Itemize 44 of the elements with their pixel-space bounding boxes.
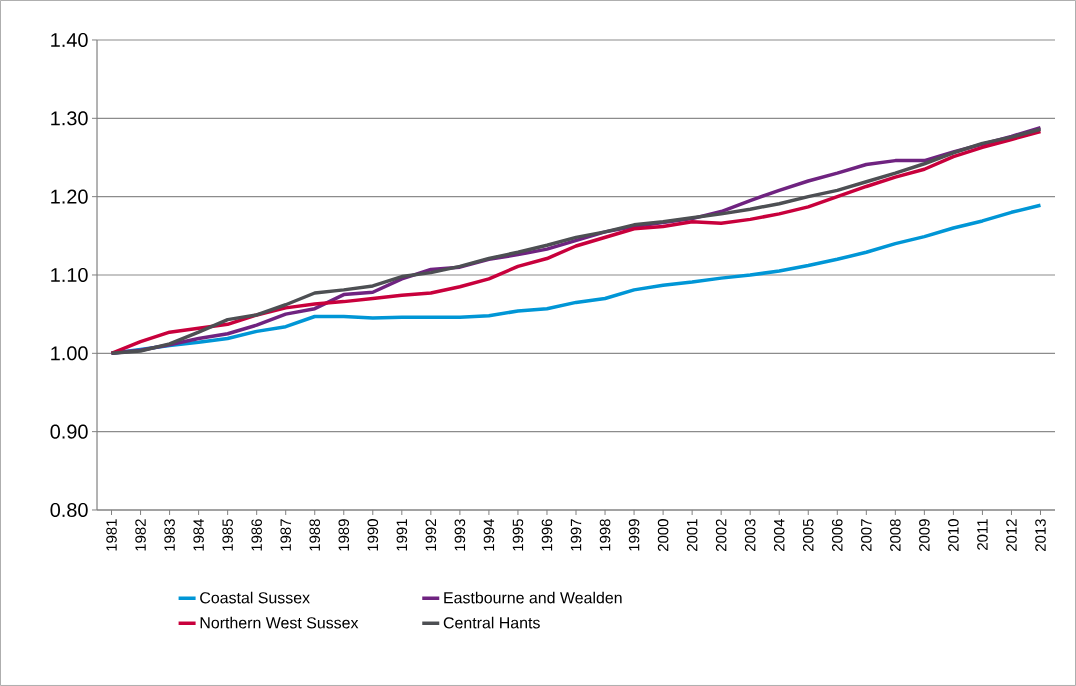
x-tick-label: 1986 [251,519,262,551]
x-tick-label: 2001 [686,519,698,551]
x-tick-label: 2012 [1006,519,1017,551]
x-tick-label: 1995 [512,519,524,551]
x-tick-label: 1996 [541,519,553,551]
x-tick-label: 1998 [599,519,611,551]
x-tick-label: 1981 [106,519,117,551]
legend-label: Coastal Sussex [200,591,310,604]
y-tick-label: 1.10 [51,267,88,283]
x-tick-label: 1984 [193,518,204,551]
x-tick-label: 1985 [222,519,233,551]
x-tick-label: 2011 [977,519,988,550]
x-tick-label: 2007 [861,519,872,551]
x-tick-label: 1989 [338,519,350,551]
legend-label: Eastbourne and Wealden [444,591,622,604]
x-tick-label: 1997 [570,519,582,551]
x-tick-label: 2002 [715,519,727,551]
x-tick-label: 2010 [948,519,959,551]
y-tick-label: 0.90 [50,424,88,439]
x-tick-label: 1983 [164,519,175,551]
x-tick-label: 2009 [919,519,930,551]
x-tick-label: 1982 [135,519,146,551]
y-tick-label: 0.80 [50,502,88,518]
x-tick-label: 2000 [657,519,669,551]
x-tick-label: 1991 [396,519,408,551]
x-tick-label: 1993 [454,519,466,551]
x-tick-label: 2006 [831,519,843,551]
y-tick-label: 1.20 [51,189,88,204]
x-tick-label: 1990 [367,519,379,551]
x-tick-label: 2003 [744,519,756,551]
y-tick-label: 1.30 [51,111,88,126]
legend-label: Northern West Sussex [200,616,359,629]
x-tick-label: 2005 [802,519,814,551]
y-tick-label: 1.40 [51,32,88,48]
legend-label: Central Hants [443,616,540,629]
x-tick-label: 1994 [483,518,495,551]
x-tick-label: 2013 [1035,519,1046,551]
x-tick-label: 1988 [309,519,321,551]
x-tick-label: 2008 [890,519,901,551]
y-tick-label: 1.00 [51,346,88,361]
x-tick-label: 1999 [628,519,640,551]
x-tick-label: 1992 [425,519,437,551]
x-tick-label: 1987 [280,519,291,551]
x-tick-label: 2004 [773,518,785,551]
